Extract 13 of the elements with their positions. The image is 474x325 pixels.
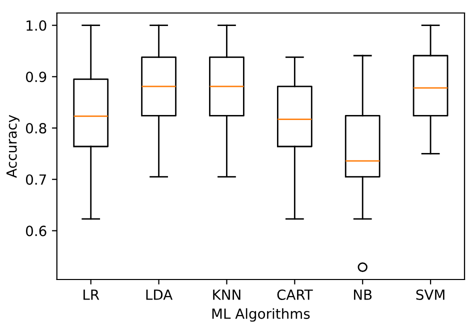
x-tick-label: KNN: [213, 290, 240, 300]
y-tick-label: 0.7: [26, 174, 46, 185]
y-tick-label: 0.8: [26, 122, 46, 134]
x-axis-title: ML Algorithms: [212, 308, 310, 322]
x-tick-label: LDA: [146, 290, 173, 300]
x-tick-label: SVM: [416, 289, 444, 300]
x-tick-label: NB: [354, 290, 372, 300]
x-tick-label: LR: [84, 290, 100, 300]
x-tick-label: CART: [277, 289, 313, 300]
y-axis-title: Accuracy: [6, 114, 20, 178]
y-tick-label: 0.9: [26, 72, 46, 82]
y-tick-label: 1.0: [26, 20, 46, 31]
y-tick-label: 0.6: [26, 226, 46, 236]
